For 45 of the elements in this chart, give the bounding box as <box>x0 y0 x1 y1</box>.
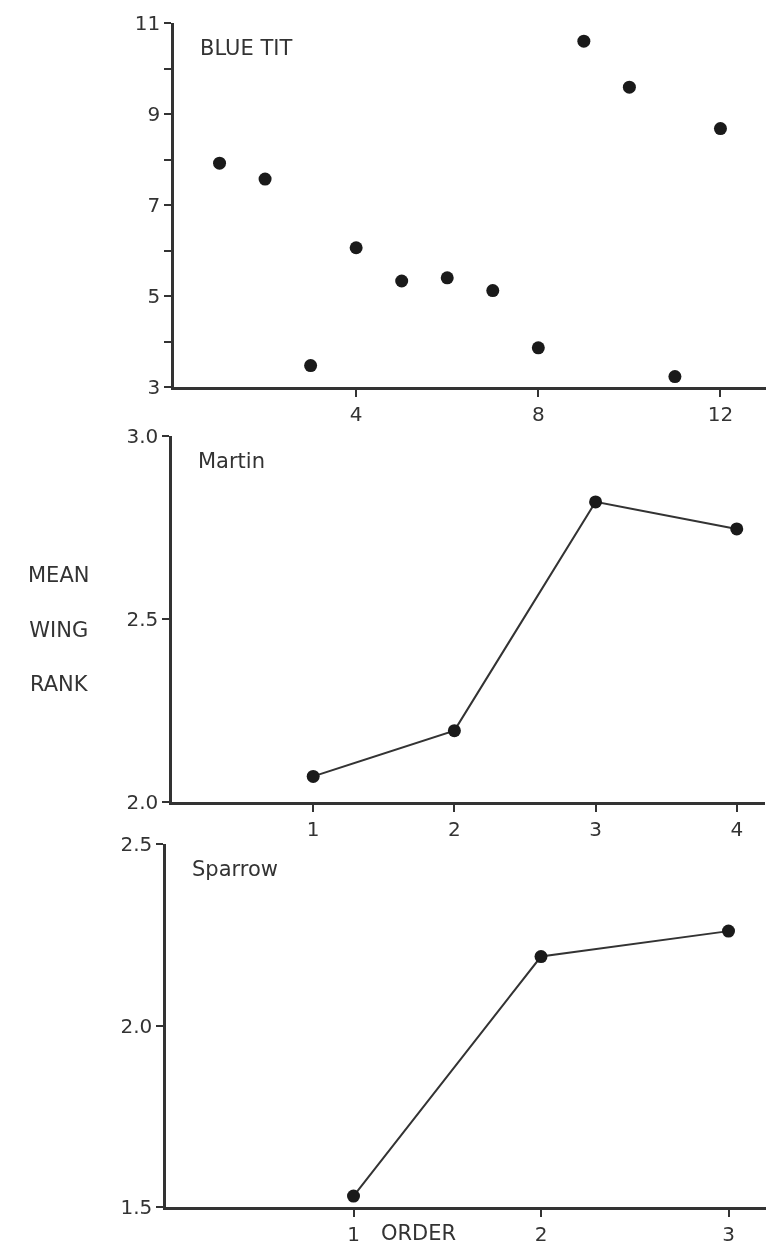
y-tick-label: 2.0 <box>120 1013 153 1038</box>
point <box>531 341 545 355</box>
x-tick-label: 3 <box>589 816 602 841</box>
y-tick-label: 11 <box>134 11 161 35</box>
y-tick-label: 3 <box>147 375 161 399</box>
point <box>668 370 682 384</box>
point <box>622 80 636 94</box>
x-tick-label: 4 <box>730 816 744 841</box>
point <box>486 284 500 298</box>
point <box>713 122 727 136</box>
x-tick-label: 2 <box>534 1221 548 1246</box>
y-tick-label: 2.0 <box>126 790 159 814</box>
x-tick-label: 3 <box>722 1221 735 1246</box>
point <box>730 522 744 536</box>
point <box>534 950 548 964</box>
point <box>304 359 318 373</box>
x-tick-label: 4 <box>349 401 363 426</box>
x-tick-label: 1 <box>306 816 320 841</box>
point <box>395 274 409 288</box>
x-axis-title: ORDER <box>381 1221 457 1245</box>
point <box>440 271 454 285</box>
text: MEAN WING RANK <box>28 563 90 697</box>
y-tick-label: 3.0 <box>126 424 159 448</box>
x-tick-label: 1 <box>347 1221 360 1246</box>
point <box>589 495 603 509</box>
point <box>306 769 320 783</box>
text: BLUE TIT <box>200 36 293 60</box>
y-tick-label: 1.5 <box>120 1195 153 1219</box>
text: Sparrow <box>192 857 278 881</box>
x-tick-label: 8 <box>531 401 545 426</box>
y-tick-label: 9 <box>147 102 161 126</box>
point <box>722 924 735 938</box>
text: Martin <box>198 449 265 473</box>
y-tick-label: 2.5 <box>120 832 153 856</box>
point <box>349 241 363 255</box>
point <box>447 724 461 738</box>
x-tick-label: 12 <box>707 401 734 426</box>
point <box>347 1189 360 1203</box>
y-tick-label: 2.5 <box>126 607 159 631</box>
y-tick-label: 5 <box>147 284 161 308</box>
point <box>258 172 272 186</box>
y-tick-label: 7 <box>147 193 161 217</box>
x-tick-label: 2 <box>448 816 461 841</box>
point <box>213 156 227 170</box>
point <box>577 34 591 48</box>
